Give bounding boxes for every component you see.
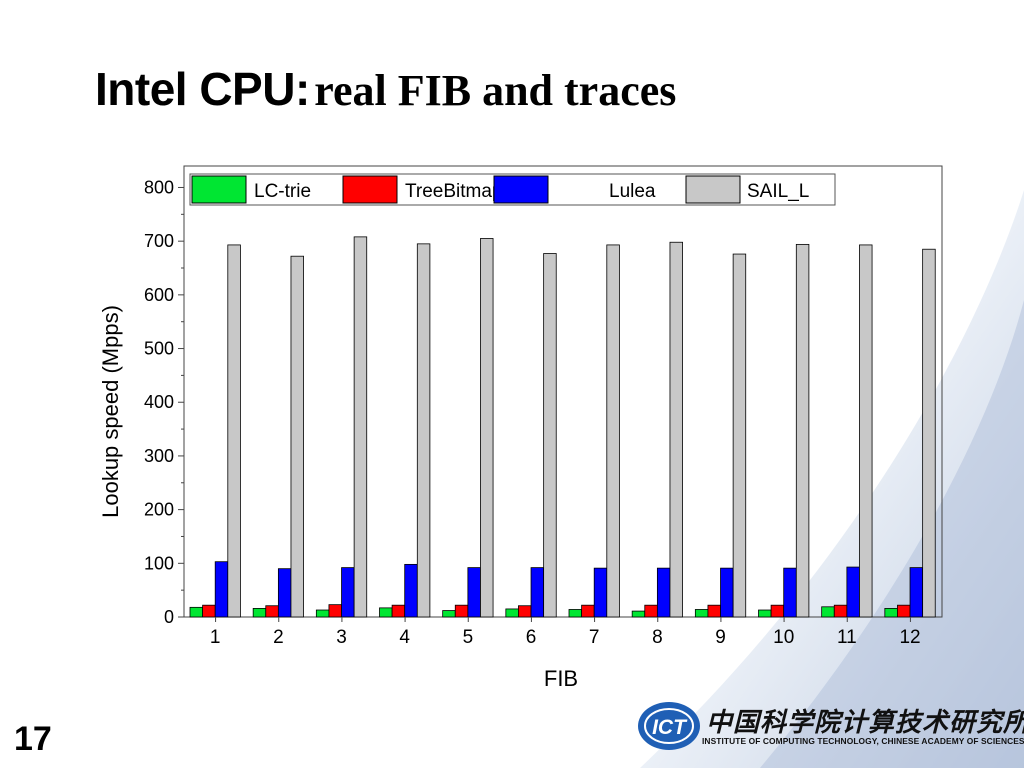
bar-lulea xyxy=(341,567,355,618)
institute-logo: ICT 中国科学院计算技术研究所 INSTITUTE OF COMPUTING … xyxy=(636,696,1024,758)
x-tick-label: 8 xyxy=(652,627,663,648)
x-tick-label: 2 xyxy=(273,627,284,648)
ict-logo-icon: ICT xyxy=(638,702,700,750)
legend-swatch xyxy=(342,175,398,204)
legend-swatch xyxy=(191,175,247,204)
y-tick-label: 400 xyxy=(144,392,174,412)
y-tick-label: 0 xyxy=(164,607,174,627)
bar-treebitmap xyxy=(328,604,342,618)
legend-swatch xyxy=(685,175,741,204)
legend-label: LC-trie xyxy=(254,181,311,202)
institute-english-name: INSTITUTE OF COMPUTING TECHNOLOGY, CHINE… xyxy=(702,736,1024,746)
bar-sail-l xyxy=(606,244,620,618)
bar-sail-l xyxy=(353,236,368,618)
legend-swatch xyxy=(493,175,549,204)
bar-treebitmap xyxy=(518,605,532,618)
y-tick-label: 800 xyxy=(144,177,174,197)
ict-logo-text: ICT xyxy=(652,716,688,739)
bar-treebitmap xyxy=(644,604,658,618)
bar-sail-l xyxy=(543,253,557,618)
bar-lulea xyxy=(909,567,924,618)
bar-lc-trie xyxy=(252,608,267,618)
bar-lulea xyxy=(656,567,671,618)
slide-title-part2: real FIB and traces xyxy=(314,66,677,115)
bar-lulea xyxy=(404,563,418,618)
bar-lulea xyxy=(846,566,860,618)
x-tick-label: 12 xyxy=(899,627,920,648)
bar-sail-l xyxy=(480,238,494,618)
bar-treebitmap xyxy=(897,604,911,618)
bar-lc-trie xyxy=(884,608,898,618)
bar-lc-trie xyxy=(631,610,646,618)
legend-label: SAIL_L xyxy=(747,181,809,202)
bar-treebitmap xyxy=(391,604,406,618)
bar-lc-trie xyxy=(442,610,456,618)
bar-sail-l xyxy=(795,243,810,618)
bar-treebitmap xyxy=(707,604,721,618)
bar-lulea xyxy=(467,567,481,618)
bar-lc-trie xyxy=(379,607,393,618)
bar-lc-trie xyxy=(568,609,583,618)
bar-lc-trie xyxy=(315,609,330,618)
x-axis-label: FIB xyxy=(544,666,578,691)
bar-treebitmap xyxy=(770,604,785,618)
bar-lulea xyxy=(214,561,229,618)
bar-treebitmap xyxy=(581,604,595,618)
bar-lulea xyxy=(530,567,545,618)
bar-sail-l xyxy=(669,241,683,618)
x-tick-label: 1 xyxy=(210,627,221,648)
chart-legend: LC-trie TreeBitmap Lulea SAIL_L xyxy=(189,173,836,206)
institute-chinese-name: 中国科学院计算技术研究所 xyxy=(706,708,1024,738)
bar-sail-l xyxy=(859,244,873,618)
x-tick-label: 10 xyxy=(773,627,794,648)
bar-lc-trie xyxy=(505,608,519,618)
bar-treebitmap xyxy=(833,604,848,618)
y-tick-label: 200 xyxy=(144,500,174,520)
legend-label: Lulea xyxy=(609,181,656,202)
y-axis-label: Lookup speed (Mpps) xyxy=(98,305,123,518)
bar-treebitmap xyxy=(265,605,279,618)
legend-label: TreeBitmap xyxy=(405,181,503,202)
plot-frame xyxy=(183,165,943,618)
x-tick-label: 11 xyxy=(837,627,857,648)
bar-lulea xyxy=(277,568,292,618)
bar-treebitmap xyxy=(454,604,469,618)
bar-sail-l xyxy=(732,253,747,618)
bar-treebitmap xyxy=(202,604,216,618)
bar-lulea xyxy=(720,567,734,618)
bar-sail-l xyxy=(416,243,431,618)
x-tick-label: 4 xyxy=(399,627,410,648)
bar-sail-l xyxy=(922,248,936,618)
slide-title: Intel CPU: real FIB and traces xyxy=(95,62,676,116)
bar-lc-trie xyxy=(821,606,835,618)
bar-sail-l xyxy=(227,244,241,618)
x-tick-label: 6 xyxy=(526,627,537,648)
bar-sail-l xyxy=(290,255,304,618)
y-tick-label: 700 xyxy=(144,231,174,251)
x-tick-label: 3 xyxy=(336,627,347,648)
y-tick-label: 100 xyxy=(144,553,174,573)
bar-lulea xyxy=(783,567,797,618)
x-tick-label: 5 xyxy=(463,627,474,648)
bar-lc-trie xyxy=(758,609,772,618)
bar-lc-trie xyxy=(189,606,204,618)
y-tick-label: 600 xyxy=(144,285,174,305)
x-tick-label: 7 xyxy=(589,627,600,648)
slide-title-part1: Intel CPU: xyxy=(95,63,310,115)
bar-lulea xyxy=(593,567,608,618)
bar-lc-trie xyxy=(694,609,709,618)
x-tick-label: 9 xyxy=(715,627,726,648)
page-number: 17 xyxy=(14,720,52,758)
y-tick-label: 300 xyxy=(144,446,174,466)
y-tick-label: 500 xyxy=(144,339,174,359)
